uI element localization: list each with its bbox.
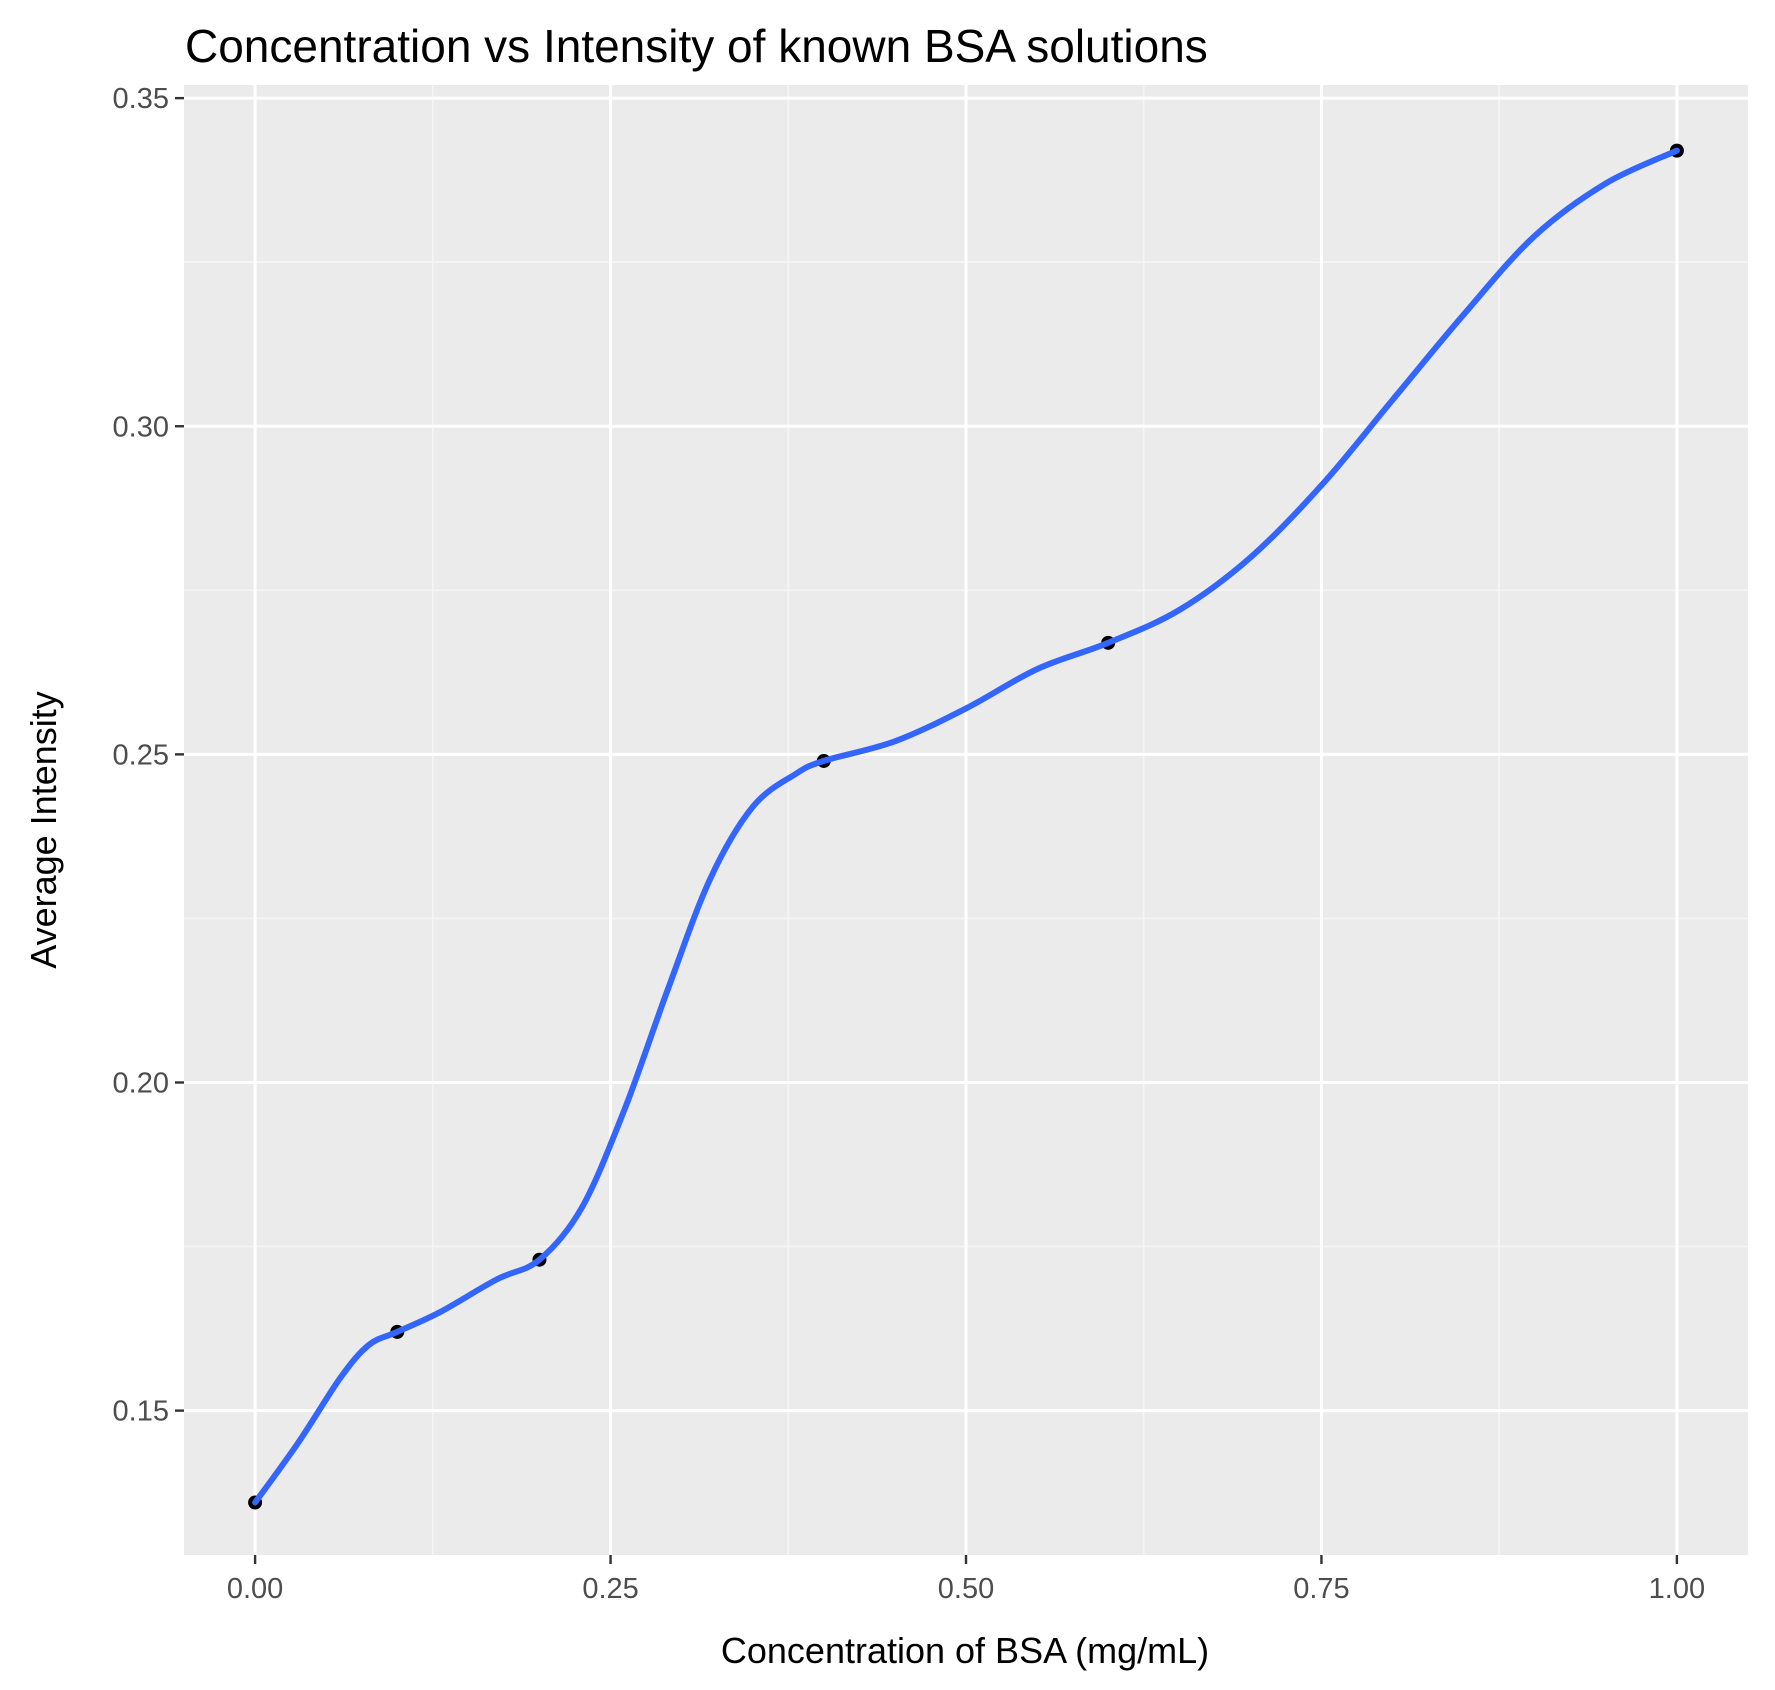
data-series — [248, 143, 1684, 1510]
y-tick-label: 0.20 — [113, 1068, 169, 1100]
chart-title: Concentration vs Intensity of known BSA … — [185, 20, 1208, 72]
x-tick-label: 0.75 — [1293, 1573, 1349, 1605]
y-tick-label: 0.30 — [113, 411, 169, 443]
x-axis-title: Concentration of BSA (mg/mL) — [721, 1630, 1209, 1671]
y-axis-title: Average Intensity — [23, 691, 64, 969]
x-axis: 0.00 0.25 0.50 0.75 1.00 — [227, 1555, 1705, 1605]
y-tick-label: 0.15 — [113, 1396, 169, 1428]
smooth-fit-line — [252, 147, 1680, 1506]
y-tick-label: 0.35 — [113, 83, 169, 115]
major-grid — [184, 85, 1748, 1555]
x-tick-label: 1.00 — [1649, 1573, 1705, 1605]
y-axis: 0.15 0.20 0.25 0.30 0.35 — [113, 83, 184, 1428]
x-tick-label: 0.00 — [227, 1573, 283, 1605]
y-tick-label: 0.25 — [113, 739, 169, 771]
x-tick-label: 0.25 — [582, 1573, 638, 1605]
x-tick-label: 0.50 — [938, 1573, 994, 1605]
